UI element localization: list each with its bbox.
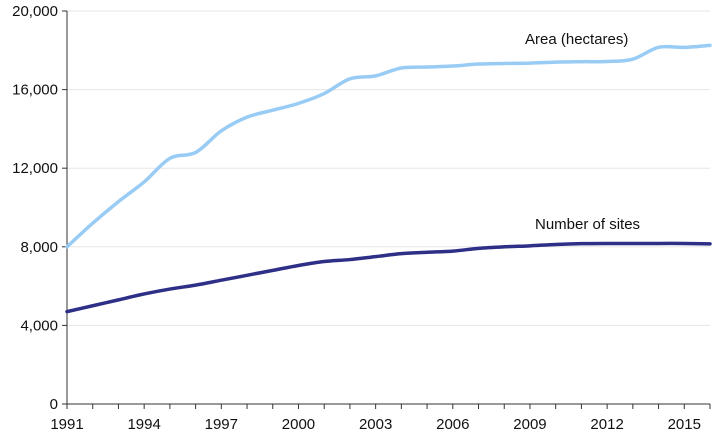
x-tick-label: 1991 <box>50 416 83 433</box>
series-label-area: Area (hectares) <box>525 31 628 48</box>
y-tick-label: 8,000 <box>20 239 58 256</box>
tick-labels: 0 4,000 8,000 12,000 16,000 20,000 1991 1994 199… <box>12 3 701 433</box>
axes <box>62 10 711 409</box>
x-tick-label: 2012 <box>590 416 623 433</box>
series-label-sites: Number of sites <box>535 216 640 233</box>
y-tick-label: 20,000 <box>12 3 58 20</box>
x-tick-label: 2000 <box>282 416 315 433</box>
gridlines <box>67 10 710 326</box>
series-line-1 <box>65 241 712 314</box>
y-tick-label: 0 <box>50 396 58 413</box>
y-tick-label: 4,000 <box>20 317 58 334</box>
series-labels: Area (hectares) Number of sites <box>525 31 640 233</box>
y-tick-label: 12,000 <box>12 160 58 177</box>
x-tick-label: 1994 <box>127 416 160 433</box>
x-tick-label: 2009 <box>513 416 546 433</box>
data-series <box>65 43 712 314</box>
x-tick-label: 2015 <box>668 416 701 433</box>
x-tick-label: 2006 <box>436 416 469 433</box>
y-tick-label: 16,000 <box>12 82 58 99</box>
series-line-0 <box>65 43 712 249</box>
x-tick-label: 1997 <box>205 416 238 433</box>
x-tick-label: 2003 <box>359 416 392 433</box>
